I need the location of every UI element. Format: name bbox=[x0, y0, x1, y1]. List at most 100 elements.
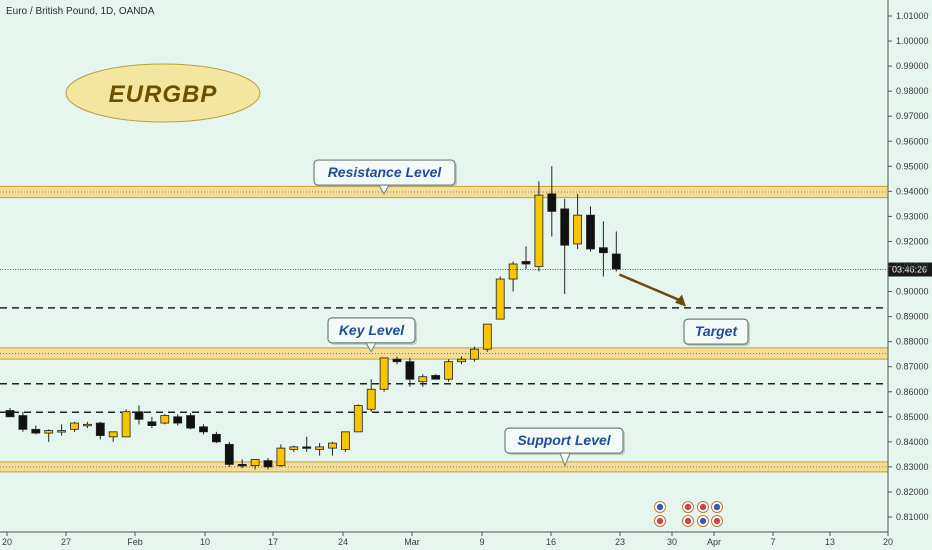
candle[interactable] bbox=[263, 458, 273, 470]
candle[interactable] bbox=[418, 374, 428, 387]
price-tick-label: 0.92000 bbox=[896, 236, 929, 246]
support-level-callout-text: Support Level bbox=[517, 432, 611, 448]
event-flag-center bbox=[656, 503, 664, 511]
event-flag-center bbox=[684, 503, 692, 511]
candle[interactable] bbox=[186, 413, 196, 430]
event-flag-icon[interactable] bbox=[682, 501, 694, 513]
candle[interactable] bbox=[237, 459, 247, 469]
candle[interactable] bbox=[547, 166, 557, 237]
candle-body-up bbox=[44, 430, 54, 434]
candle[interactable] bbox=[534, 181, 544, 272]
candle[interactable] bbox=[611, 231, 621, 272]
candle[interactable] bbox=[44, 429, 54, 442]
candle[interactable] bbox=[121, 409, 131, 438]
target-arrow-head bbox=[675, 294, 686, 307]
candle[interactable] bbox=[173, 414, 183, 426]
candle[interactable] bbox=[315, 443, 325, 456]
key-zone bbox=[0, 347, 888, 360]
candle[interactable] bbox=[31, 425, 41, 435]
candle-body-down bbox=[547, 193, 557, 212]
event-flag-icon[interactable] bbox=[697, 501, 709, 513]
candle-body-down bbox=[586, 214, 595, 250]
time-tick-label: 17 bbox=[268, 537, 278, 547]
candle-body-down bbox=[405, 361, 415, 380]
candle[interactable] bbox=[289, 445, 299, 452]
resistance-level-callout-pointer bbox=[378, 184, 390, 195]
event-flag-icon[interactable] bbox=[654, 515, 666, 527]
event-flag-icon[interactable] bbox=[682, 515, 694, 527]
candle-body-down bbox=[560, 208, 570, 246]
candle[interactable] bbox=[469, 346, 479, 362]
candle[interactable] bbox=[482, 323, 492, 352]
event-flag-icon[interactable] bbox=[697, 515, 709, 527]
economic-event-markers[interactable] bbox=[654, 501, 723, 527]
candle-body-up bbox=[340, 431, 350, 450]
price-tick-label: 0.87000 bbox=[896, 362, 929, 372]
candle[interactable] bbox=[353, 404, 363, 433]
candlestick-series[interactable] bbox=[5, 166, 621, 470]
candle-body-down bbox=[237, 463, 247, 467]
time-tick-label: 30 bbox=[667, 537, 677, 547]
candle-body-down bbox=[263, 460, 273, 468]
candle[interactable] bbox=[379, 357, 389, 392]
candle-body-down bbox=[224, 443, 234, 465]
candle-body-down bbox=[95, 422, 105, 436]
candle[interactable] bbox=[508, 261, 518, 292]
time-tick-label: Feb bbox=[127, 537, 143, 547]
candle[interactable] bbox=[199, 424, 208, 435]
candle-body-up bbox=[353, 405, 363, 433]
candle[interactable] bbox=[57, 424, 66, 436]
candle[interactable] bbox=[328, 441, 337, 456]
candle[interactable] bbox=[18, 411, 28, 432]
candle[interactable] bbox=[586, 206, 595, 252]
candle[interactable] bbox=[340, 431, 350, 452]
event-flag-center bbox=[656, 517, 664, 525]
price-tick-label: 0.88000 bbox=[896, 337, 929, 347]
candle[interactable] bbox=[302, 436, 312, 452]
event-flag-icon[interactable] bbox=[654, 501, 666, 513]
candle-body-up bbox=[379, 357, 389, 390]
candle-body-down bbox=[211, 433, 221, 443]
candle[interactable] bbox=[405, 357, 415, 387]
price-tick-label: 0.82000 bbox=[896, 487, 929, 497]
candle[interactable] bbox=[211, 431, 221, 444]
candle[interactable] bbox=[521, 246, 531, 270]
time-axis[interactable]: 20 27 Feb 10 17 24 Mar 9 16 23 30 Apr 7 13 20 bbox=[0, 531, 893, 547]
time-tick-label: 20 bbox=[2, 537, 12, 547]
event-flag-icon[interactable] bbox=[711, 515, 723, 527]
candle[interactable] bbox=[95, 421, 105, 440]
candle[interactable] bbox=[147, 416, 157, 429]
event-flag-icon[interactable] bbox=[711, 501, 723, 513]
candle-body-down bbox=[611, 253, 621, 270]
price-axis[interactable]: 0.81000 0.82000 0.83000 0.84000 0.85000 0.860… bbox=[887, 0, 929, 532]
candle[interactable] bbox=[160, 414, 170, 425]
candle[interactable] bbox=[70, 421, 79, 432]
candle[interactable] bbox=[573, 193, 582, 249]
time-tick-label: 9 bbox=[479, 537, 484, 547]
candle[interactable] bbox=[108, 431, 118, 442]
candle[interactable] bbox=[560, 198, 570, 295]
time-tick-label: 10 bbox=[200, 537, 210, 547]
candle-body-down bbox=[31, 428, 41, 434]
time-tick-label: Apr bbox=[707, 537, 721, 547]
candle[interactable] bbox=[134, 405, 144, 425]
candle[interactable] bbox=[5, 408, 15, 418]
candle[interactable] bbox=[366, 379, 376, 412]
candle[interactable] bbox=[83, 421, 92, 429]
candle[interactable] bbox=[457, 356, 466, 365]
event-flag-center bbox=[699, 517, 707, 525]
candle[interactable] bbox=[224, 441, 234, 467]
candle[interactable] bbox=[599, 221, 608, 277]
key-level-callout: Key Level bbox=[327, 317, 417, 353]
price-tick-label: 0.96000 bbox=[896, 136, 929, 146]
candle-body-down bbox=[134, 411, 144, 420]
candle-body-down bbox=[431, 375, 441, 380]
candle[interactable] bbox=[250, 458, 260, 470]
candle-body-down bbox=[186, 415, 196, 429]
candle[interactable] bbox=[392, 356, 402, 365]
candle[interactable] bbox=[444, 359, 454, 382]
candle[interactable] bbox=[276, 444, 286, 467]
candle[interactable] bbox=[495, 276, 505, 320]
candle[interactable] bbox=[431, 374, 441, 380]
